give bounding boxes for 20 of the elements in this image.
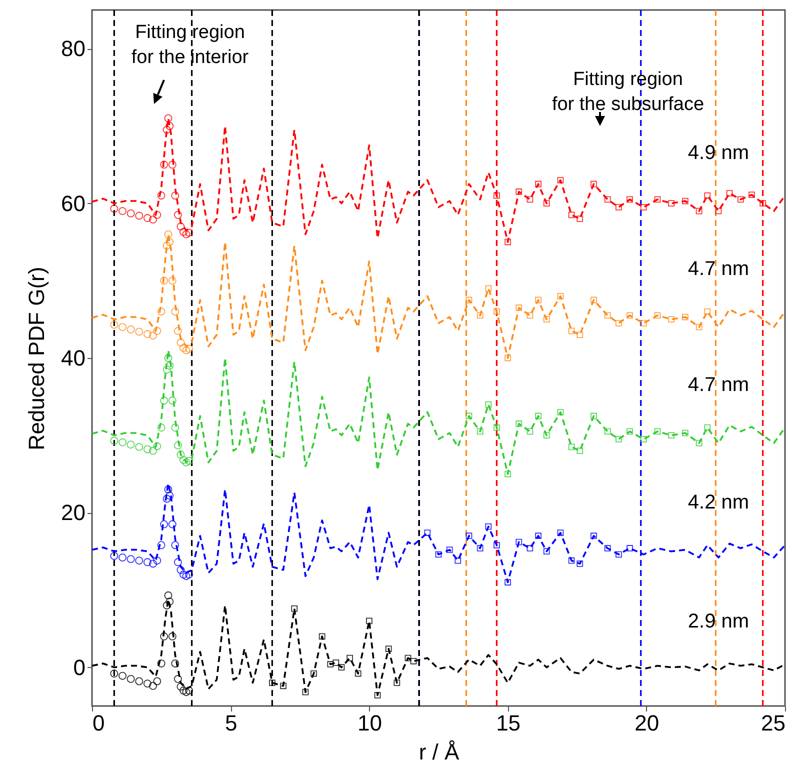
x-tick-label: 25 bbox=[761, 710, 786, 736]
x-axis-title: r / Å bbox=[418, 740, 460, 764]
y-tick-label: 20 bbox=[61, 500, 86, 526]
x-tick-label: 10 bbox=[357, 710, 382, 736]
y-tick-label: 0 bbox=[73, 654, 86, 680]
series-label: 4.7 nm bbox=[688, 258, 750, 280]
y-axis-title: Reduced PDF G(r) bbox=[24, 266, 50, 450]
series-label: 4.2 nm bbox=[688, 492, 750, 514]
x-tick-label: 20 bbox=[634, 710, 660, 736]
x-tick-label: 15 bbox=[496, 710, 521, 736]
annotation: Fitting region for the interior bbox=[131, 22, 250, 68]
x-tick-label: 5 bbox=[224, 710, 238, 736]
series-label: 4.9 nm bbox=[688, 142, 750, 164]
annotation: Fitting region for the subsurface bbox=[552, 69, 704, 115]
y-tick-label: 60 bbox=[61, 190, 86, 216]
x-tick-label: 0 bbox=[92, 710, 105, 736]
series-label: 2.9 nm bbox=[688, 610, 750, 633]
y-tick-label: 80 bbox=[61, 36, 86, 62]
series-label: 4.7 nm bbox=[688, 374, 750, 396]
y-tick-label: 40 bbox=[61, 346, 86, 370]
